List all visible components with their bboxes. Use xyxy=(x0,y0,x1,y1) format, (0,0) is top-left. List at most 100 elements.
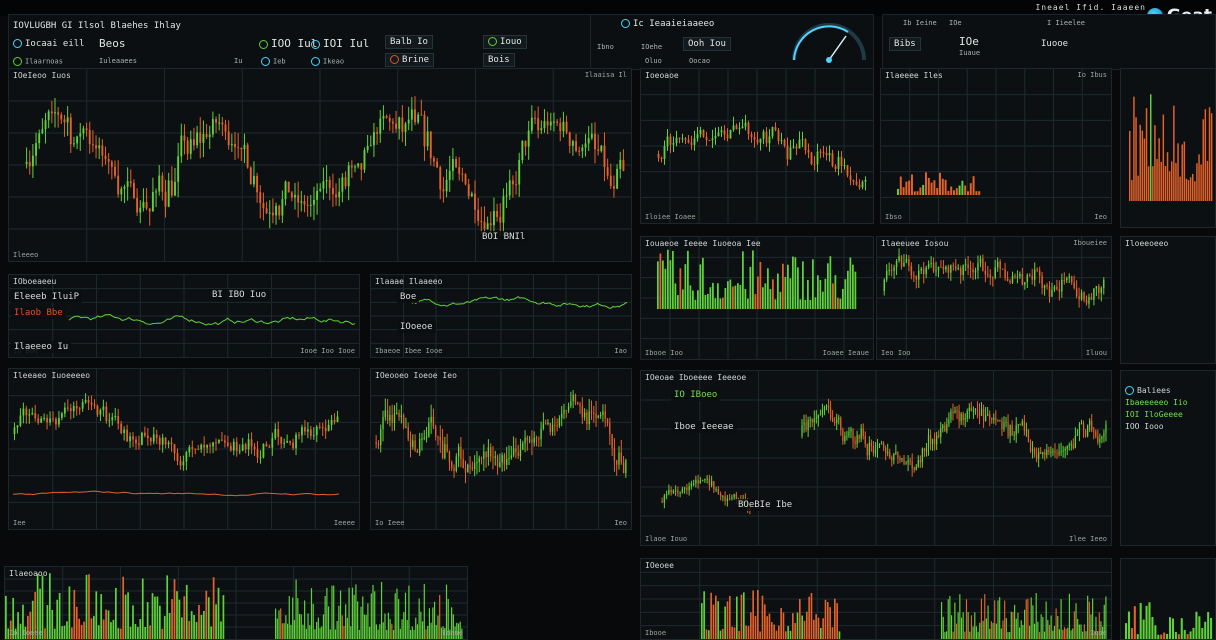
candle-body xyxy=(590,133,593,139)
candle-body xyxy=(95,145,97,149)
volume-bar xyxy=(1127,611,1130,639)
balance-button[interactable]: Balb Io xyxy=(385,35,433,49)
candle-body xyxy=(554,424,556,426)
candle-body xyxy=(515,448,517,453)
candle-body xyxy=(885,447,887,454)
volume-bar xyxy=(427,625,429,639)
candle-body xyxy=(330,420,333,425)
panel-candles-mid[interactable]: IOeooeo Ioeoe Ieo Io Ieee Ieo xyxy=(370,368,632,530)
candle-body xyxy=(954,410,956,414)
iouo-button[interactable]: Iouo xyxy=(483,35,527,49)
volume-bar xyxy=(922,184,925,195)
side-list-item-2[interactable]: IOI IloGeeee xyxy=(1125,410,1183,419)
volume-bar xyxy=(933,180,936,195)
panel-histogram-bottom[interactable]: IOeoee Ibooe Iooe xyxy=(640,558,1112,640)
candle-body xyxy=(129,436,131,442)
volume-bar xyxy=(61,626,63,639)
volume-bar xyxy=(1037,621,1039,639)
candle-body xyxy=(893,267,895,271)
panel-indicator-b[interactable]: Ilaaae Ilaaeeo Ibaeoe Ibee Iooe Iao Boe IOoe… xyxy=(370,274,632,358)
header-mid-button[interactable]: Ooh Iou xyxy=(683,37,731,51)
panel-candles-left[interactable]: Ileeaeo Iuoeeeeo Iee Ieeee xyxy=(8,368,360,530)
volume-bar xyxy=(1055,608,1057,639)
candle-body xyxy=(813,418,815,423)
volume-bar xyxy=(1177,634,1180,639)
candle-body xyxy=(232,441,235,451)
candle-body xyxy=(1015,425,1017,435)
candle-body xyxy=(578,150,581,152)
candle-body xyxy=(907,460,909,464)
panel-oscillator[interactable]: Iouaeoe Ieeee Iuoeoa Iee Ibooe Ioo Ioaee I… xyxy=(640,236,874,360)
volume-bar xyxy=(5,595,7,639)
panel-candles-right[interactable]: IOeoae Iboeeee Ieeeoe Ilaoe Iouo Ilee Ieeo… xyxy=(640,370,1112,546)
side-bars-panel[interactable] xyxy=(1120,68,1216,228)
volume-bar xyxy=(714,298,717,309)
side-list-item-1[interactable]: Ibaeeeeeo Iio xyxy=(1125,398,1188,407)
candle-body xyxy=(420,114,423,116)
candle-body xyxy=(38,133,41,144)
top-menu[interactable]: Ineael Ifid. Iaaeen xyxy=(1035,3,1146,12)
volume-bar xyxy=(950,615,953,639)
candle-body xyxy=(717,132,720,136)
volume-bar xyxy=(927,177,930,195)
volume-bar xyxy=(406,620,408,639)
candle-body xyxy=(977,263,979,271)
volume-bar xyxy=(127,592,129,639)
volume-bar xyxy=(334,629,337,639)
volume-bar xyxy=(738,630,740,639)
volume-bar xyxy=(1192,173,1194,201)
candle-body xyxy=(435,426,437,437)
volume-bar xyxy=(433,601,436,639)
candle-body xyxy=(404,123,407,132)
brine-button[interactable]: Brine xyxy=(385,53,435,67)
candle-body xyxy=(174,181,176,196)
volume-bar xyxy=(1040,614,1042,639)
p10-label-c: BOeBIe Ibe xyxy=(735,499,796,511)
candle-body xyxy=(300,201,303,203)
candle-body xyxy=(423,437,425,439)
candle-body xyxy=(620,452,622,463)
candle-body xyxy=(544,423,547,425)
main-candlestick-panel[interactable]: IOeIeoo Iuos Ilaaisa Il Ileeeo BOI BNIl xyxy=(8,68,632,262)
panel-volume-bottom[interactable]: Ilaeoaoo Io Ioeee Ioaue xyxy=(4,566,468,640)
volume-bar xyxy=(703,591,705,639)
volume-bar xyxy=(367,603,369,639)
candle-body xyxy=(389,414,391,421)
candle-body xyxy=(690,483,693,487)
volume-bar xyxy=(171,599,173,639)
candle-body xyxy=(811,419,813,423)
panel-volume-chart[interactable]: Ioeoaoe Iloiee Ioaee xyxy=(640,68,874,224)
side-list-item-3[interactable]: IOO Iooo xyxy=(1125,422,1164,431)
candle-body xyxy=(821,410,824,415)
candle-body xyxy=(556,121,559,123)
volume-bar xyxy=(965,599,968,639)
bois-button[interactable]: Bois xyxy=(483,53,515,67)
candle-body xyxy=(421,438,423,440)
volume-bar xyxy=(1070,630,1072,639)
header-row2-c: Iu xyxy=(234,57,243,65)
p5-plot xyxy=(881,69,1111,223)
candle-body xyxy=(321,427,324,429)
volume-bar xyxy=(205,590,208,639)
volume-bar xyxy=(183,596,186,639)
candle-body xyxy=(1078,423,1081,435)
candle-body xyxy=(713,481,715,490)
candle-body xyxy=(91,144,94,146)
header-row2-b: Iuleaaees xyxy=(99,57,137,65)
candle-body xyxy=(407,427,409,440)
panel-depth-chart[interactable]: Ilaeeee Iles Io Ibus Ibso Ieo xyxy=(880,68,1112,224)
volume-bar xyxy=(1009,632,1011,639)
header-right-button[interactable]: Bibs xyxy=(889,37,921,51)
candle-body xyxy=(193,139,195,146)
panel-trend-chart[interactable]: Ilaeeuee Iosou Iboueiee Ieo Ioo Iluou xyxy=(876,236,1112,360)
volume-bar xyxy=(767,268,769,309)
volume-bar xyxy=(17,612,19,639)
candle-body xyxy=(391,121,394,124)
volume-bar xyxy=(168,612,171,639)
volume-bar xyxy=(970,615,973,639)
candle-body xyxy=(889,452,891,458)
candle-body xyxy=(696,134,699,139)
candle-body xyxy=(834,166,837,169)
volume-bar xyxy=(119,628,122,639)
